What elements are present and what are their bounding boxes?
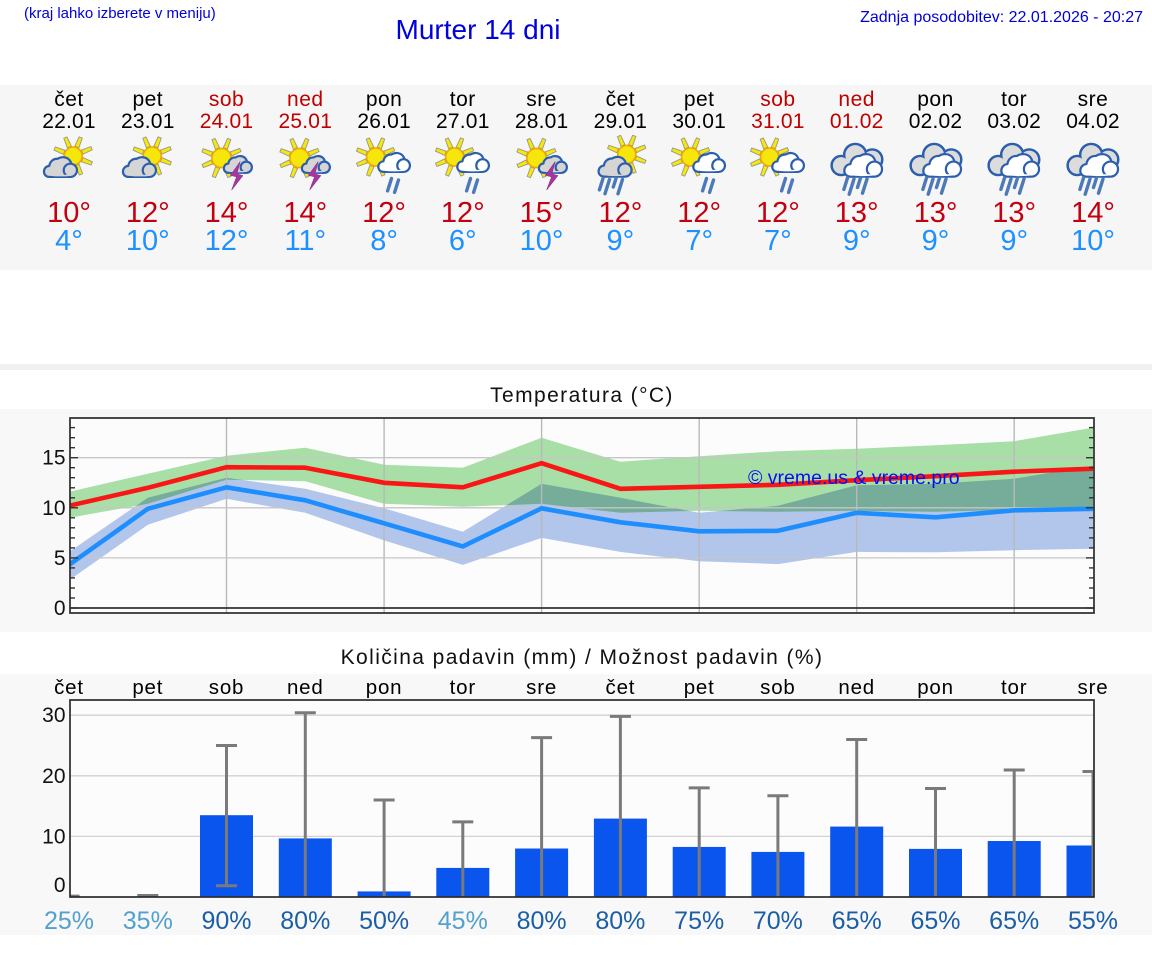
svg-text:sob: sob xyxy=(209,676,244,699)
svg-text:10: 10 xyxy=(42,497,65,520)
svg-text:sre: sre xyxy=(526,676,557,699)
svg-text:čet: čet xyxy=(54,676,84,699)
svg-text:90%: 90% xyxy=(201,907,251,935)
svg-text:čet: čet xyxy=(606,676,636,699)
svg-text:5: 5 xyxy=(54,547,66,570)
svg-text:pet: pet xyxy=(132,676,163,699)
svg-text:sob: sob xyxy=(760,676,795,699)
svg-text:20: 20 xyxy=(42,765,65,788)
svg-text:65%: 65% xyxy=(910,907,960,935)
svg-text:80%: 80% xyxy=(595,907,645,935)
svg-text:75%: 75% xyxy=(674,907,724,935)
svg-text:30: 30 xyxy=(42,704,65,727)
svg-text:10: 10 xyxy=(42,825,65,848)
svg-text:© vreme.us & vreme.pro: © vreme.us & vreme.pro xyxy=(748,467,960,489)
svg-text:80%: 80% xyxy=(517,907,567,935)
svg-text:70%: 70% xyxy=(753,907,803,935)
svg-text:pon: pon xyxy=(917,676,954,699)
svg-text:pet: pet xyxy=(684,676,715,699)
svg-text:ned: ned xyxy=(838,676,875,699)
svg-text:65%: 65% xyxy=(832,907,882,935)
svg-text:tor: tor xyxy=(450,676,476,699)
svg-text:sre: sre xyxy=(1078,676,1109,699)
svg-text:45%: 45% xyxy=(438,907,488,935)
svg-text:50%: 50% xyxy=(359,907,409,935)
svg-text:0: 0 xyxy=(54,874,66,897)
svg-text:80%: 80% xyxy=(280,907,330,935)
svg-text:15: 15 xyxy=(42,447,65,470)
svg-text:35%: 35% xyxy=(123,907,173,935)
svg-text:65%: 65% xyxy=(989,907,1039,935)
svg-text:55%: 55% xyxy=(1068,907,1118,935)
svg-text:0: 0 xyxy=(54,597,66,620)
svg-text:tor: tor xyxy=(1001,676,1027,699)
svg-text:pon: pon xyxy=(366,676,403,699)
svg-text:25%: 25% xyxy=(44,907,94,935)
svg-text:ned: ned xyxy=(287,676,324,699)
